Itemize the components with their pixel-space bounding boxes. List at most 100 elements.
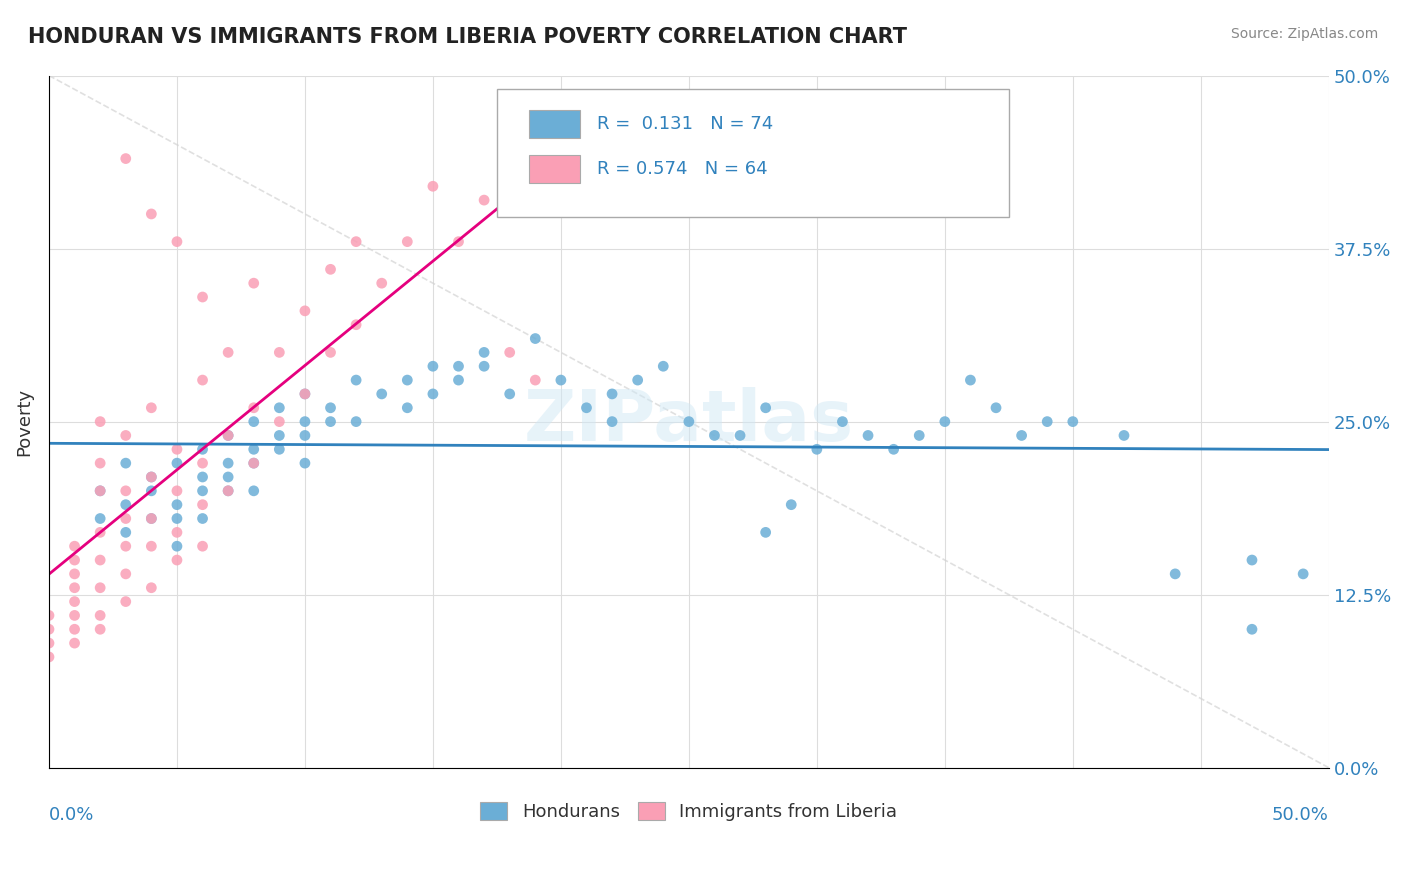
Point — [166, 525, 188, 540]
Point — [269, 428, 291, 442]
Point — [269, 401, 291, 415]
Point — [499, 387, 522, 401]
Point — [447, 235, 470, 249]
Point — [344, 235, 367, 249]
Point — [89, 622, 111, 636]
Point — [1112, 428, 1135, 442]
Point — [166, 539, 188, 553]
Point — [1062, 415, 1084, 429]
Point — [600, 415, 623, 429]
Text: ZIPatlas: ZIPatlas — [524, 387, 853, 456]
Point — [114, 525, 136, 540]
Point — [141, 511, 163, 525]
Point — [1164, 566, 1187, 581]
Point — [141, 483, 163, 498]
Point — [63, 539, 86, 553]
Point — [472, 345, 495, 359]
Point — [191, 483, 214, 498]
Point — [242, 483, 264, 498]
Point — [217, 345, 239, 359]
Point — [831, 415, 853, 429]
Point — [166, 235, 188, 249]
Point — [217, 470, 239, 484]
Point — [472, 359, 495, 374]
Point — [728, 428, 751, 442]
Point — [678, 415, 700, 429]
Point — [217, 483, 239, 498]
Point — [422, 179, 444, 194]
Point — [89, 511, 111, 525]
Point — [114, 428, 136, 442]
Point — [319, 401, 342, 415]
Point — [63, 566, 86, 581]
Point — [141, 470, 163, 484]
Point — [396, 373, 419, 387]
Point — [141, 470, 163, 484]
Text: 0.0%: 0.0% — [49, 805, 94, 824]
Point — [294, 387, 316, 401]
Text: R = 0.574   N = 64: R = 0.574 N = 64 — [596, 160, 768, 178]
Point — [191, 511, 214, 525]
Point — [242, 456, 264, 470]
Point — [269, 442, 291, 457]
Point — [141, 511, 163, 525]
Point — [166, 498, 188, 512]
Point — [242, 276, 264, 290]
Point — [627, 373, 650, 387]
Point — [217, 483, 239, 498]
Point — [38, 622, 60, 636]
Point — [1240, 553, 1263, 567]
Point — [344, 373, 367, 387]
Point — [344, 415, 367, 429]
Point — [370, 387, 392, 401]
Point — [652, 359, 675, 374]
Point — [63, 581, 86, 595]
Point — [141, 401, 163, 415]
Point — [166, 442, 188, 457]
Point — [242, 442, 264, 457]
Point — [294, 456, 316, 470]
Point — [63, 553, 86, 567]
Point — [141, 207, 163, 221]
Point — [755, 401, 778, 415]
Point — [344, 318, 367, 332]
Point — [883, 442, 905, 457]
Point — [806, 442, 828, 457]
Point — [89, 483, 111, 498]
Point — [89, 525, 111, 540]
Point — [114, 566, 136, 581]
Point — [89, 483, 111, 498]
Point — [319, 415, 342, 429]
FancyBboxPatch shape — [529, 155, 581, 183]
Point — [191, 290, 214, 304]
Text: R =  0.131   N = 74: R = 0.131 N = 74 — [596, 115, 773, 133]
Point — [294, 304, 316, 318]
Point — [114, 539, 136, 553]
Point — [499, 345, 522, 359]
Point — [166, 456, 188, 470]
Point — [89, 456, 111, 470]
Point — [89, 608, 111, 623]
Point — [63, 622, 86, 636]
Point — [191, 373, 214, 387]
Point — [422, 359, 444, 374]
Point — [600, 387, 623, 401]
Text: Source: ZipAtlas.com: Source: ZipAtlas.com — [1230, 27, 1378, 41]
Point — [191, 470, 214, 484]
Point — [370, 276, 392, 290]
Point — [114, 483, 136, 498]
Point — [524, 332, 547, 346]
Point — [63, 594, 86, 608]
Point — [38, 636, 60, 650]
Point — [319, 262, 342, 277]
Point — [959, 373, 981, 387]
Point — [575, 401, 598, 415]
Point — [89, 553, 111, 567]
Point — [755, 525, 778, 540]
Y-axis label: Poverty: Poverty — [15, 387, 32, 456]
Point — [191, 442, 214, 457]
Point — [141, 581, 163, 595]
Point — [114, 498, 136, 512]
Point — [269, 345, 291, 359]
Point — [38, 649, 60, 664]
